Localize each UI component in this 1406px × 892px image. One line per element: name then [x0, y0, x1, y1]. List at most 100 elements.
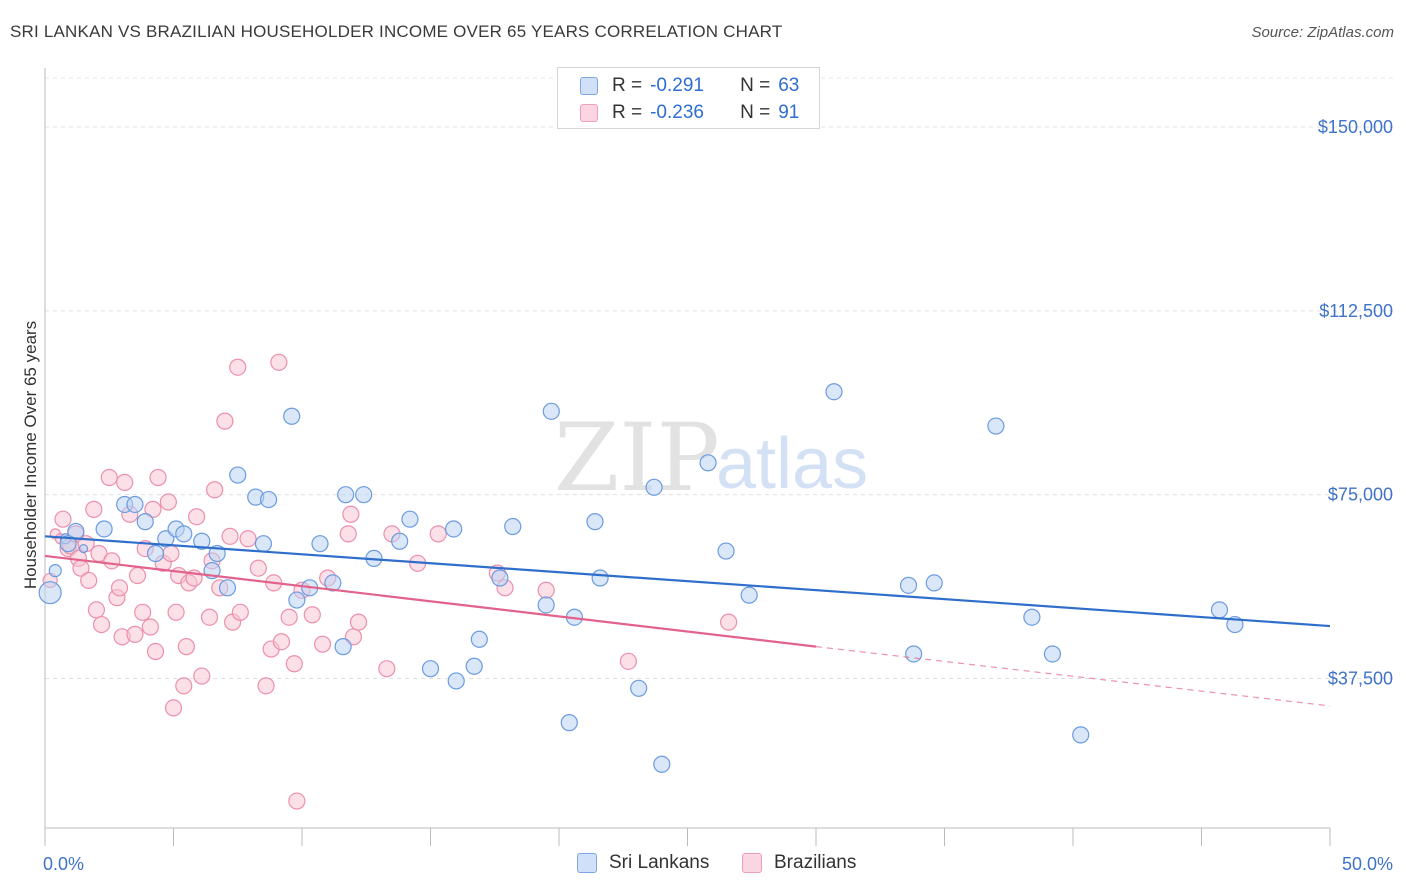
bottom-swatch-pink [742, 853, 762, 873]
brazilians-point [126, 625, 144, 643]
sri-lankans-point [175, 525, 193, 543]
sri-lankans-point [925, 574, 943, 592]
brazilians-point [313, 635, 332, 653]
tick-labels: $37,500 $75,000 $112,500 $150,000 0.0% 50.0% [43, 117, 1393, 874]
gridlines [45, 77, 1395, 679]
sri-lankans-point [288, 591, 306, 609]
brazilians-point [146, 642, 165, 661]
sri-lankans-point [254, 535, 273, 553]
brazilians-point [103, 552, 121, 570]
sri-lankans-point [401, 510, 419, 528]
sri-lankans-point [591, 569, 609, 587]
sri-lankans-point [95, 520, 113, 538]
sri-lankans-point [465, 657, 483, 675]
brazilians-point [257, 677, 275, 695]
sri-lankans-point [355, 486, 373, 504]
legend-n-value: 91 [778, 102, 800, 123]
brazilians-points [42, 353, 738, 810]
brazilians-point [193, 667, 211, 685]
brazilians-point [288, 792, 306, 810]
sri-lankans-point [717, 542, 735, 560]
brazilians-point [54, 510, 72, 528]
brazilians-point [159, 493, 177, 511]
brazilians-trend-line [44, 554, 817, 648]
x-tick-label-min: 0.0% [43, 854, 84, 874]
sri-lankans-point [146, 544, 165, 563]
brazilians-point [200, 608, 219, 626]
sri-lankans-point [504, 517, 522, 536]
brazilians-point [272, 633, 291, 651]
legend-swatch-blue [580, 77, 598, 95]
brazilians-point [175, 677, 193, 695]
legend-n-label: N = [740, 102, 771, 123]
y-tick-label: $37,500 [1328, 668, 1393, 688]
sri-lankans-point [391, 532, 409, 550]
source-label: Source: ZipAtlas.com [1251, 24, 1394, 41]
sri-lankans-point [905, 645, 923, 663]
sri-lankans-point [825, 383, 843, 401]
brazilians-point [285, 655, 303, 673]
brazilians-point [144, 500, 162, 518]
sri-lankans-point [283, 407, 301, 425]
brazilians-point [619, 652, 637, 670]
trend-lines [44, 535, 1331, 707]
legend-swatch-pink [580, 104, 598, 122]
brazilians-point [87, 601, 106, 619]
sri-lankans-point [1210, 601, 1229, 619]
sri-lankans-point [653, 755, 671, 773]
brazilians-point [128, 566, 147, 585]
sri-lankans-point [542, 402, 560, 420]
sri-lankans-point [334, 638, 352, 656]
watermark-zip: ZIP [554, 404, 720, 513]
sri-lankans-point [899, 576, 918, 594]
sri-lankans-point [560, 714, 578, 732]
legend-r-value: -0.291 [650, 75, 704, 96]
bottom-legend-sri-lankans: Sri Lankans [577, 852, 709, 874]
sri-lankans-trend-line [44, 535, 1331, 628]
sri-lankans-point [218, 579, 237, 597]
brazilians-point [100, 468, 118, 487]
y-tick-label: $75,000 [1328, 485, 1393, 505]
y-tick-label: $112,500 [1319, 301, 1393, 321]
sri-lankans-point [259, 490, 278, 509]
brazilians-point [188, 508, 206, 526]
brazilians-point [149, 468, 167, 487]
sri-lankans-point [337, 486, 355, 504]
brazilians-point [221, 527, 239, 545]
brazilians-point [229, 358, 247, 376]
sri-lankans-point [447, 672, 465, 690]
chart-title: SRI LANKAN VS BRAZILIAN HOUSEHOLDER INCO… [10, 22, 783, 41]
sri-lankans-point [630, 679, 648, 697]
sri-lankans-point [311, 535, 329, 553]
sri-lankans-point [445, 520, 463, 538]
axes [44, 68, 1331, 846]
legend-r-value: -0.236 [650, 102, 704, 123]
brazilians-point [537, 581, 555, 599]
brazilians-point [270, 353, 288, 371]
sri-lankans-point [740, 586, 758, 604]
brazilians-point [239, 530, 257, 548]
brazilians-point [80, 571, 98, 590]
brazilians-point [429, 525, 447, 543]
sri-lankans-points [38, 383, 1244, 773]
sri-lankans-point [126, 495, 144, 514]
bottom-swatch-blue [577, 853, 597, 873]
brazilians-point [85, 500, 103, 518]
brazilians-point [134, 603, 152, 621]
sri-lankans-point [421, 660, 440, 678]
brazilians-point [231, 603, 249, 621]
sri-lankans-point [1023, 608, 1041, 626]
legend-n-value: 63 [778, 75, 800, 96]
sri-lankans-point [59, 535, 77, 553]
sri-lankans-point [491, 569, 509, 587]
brazilians-point [339, 525, 357, 543]
brazilians-point [280, 608, 298, 626]
sri-lankans-point [586, 513, 604, 531]
brazilians-point [92, 615, 111, 634]
brazilians-point [206, 481, 224, 499]
y-tick-label: $150,000 [1318, 117, 1393, 137]
sri-lankans-point [1043, 645, 1062, 663]
brazilians-point [216, 412, 234, 430]
sri-lankans-point [645, 478, 663, 496]
brazilians-point [378, 660, 396, 678]
